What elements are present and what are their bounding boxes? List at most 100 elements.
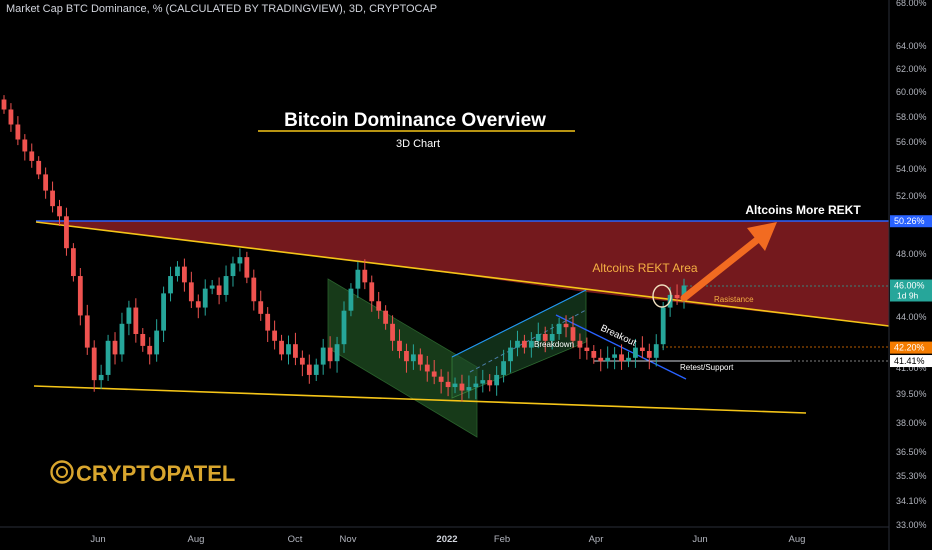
candle-body (626, 357, 631, 362)
candle-body (459, 383, 465, 391)
overlay-title: Bitcoin Dominance Overview (284, 110, 546, 131)
candle-body (660, 307, 666, 345)
y-tick-label: 64.00% (896, 41, 927, 51)
candle-body (563, 323, 569, 328)
price-axis[interactable]: 68.00% 64.00% 62.00% 60.00% 58.00% 56.00% 54.0… (896, 0, 927, 530)
logo-text: CRYPTOPATEL (76, 461, 235, 486)
candle-body (639, 347, 645, 351)
candle-body (369, 282, 375, 302)
candle-body (286, 344, 291, 355)
candle-body (494, 374, 500, 386)
x-tick-label: Oct (288, 534, 303, 545)
candle-body (216, 285, 222, 295)
candle-body (175, 266, 180, 277)
candle-body (1, 99, 7, 110)
y-tick-label: 60.00% (896, 87, 927, 97)
candle-body (140, 334, 146, 346)
candle-body (133, 307, 139, 334)
candle-body (480, 380, 486, 384)
candle-body (119, 323, 125, 355)
candle-body (223, 276, 229, 295)
candle-body (570, 327, 576, 341)
up-arrow-icon (680, 222, 777, 302)
candle-body (341, 310, 347, 345)
candle-body (43, 174, 49, 191)
candle-body (646, 351, 652, 358)
candle-body (299, 357, 305, 365)
candle-body (29, 151, 35, 161)
descending-channel (327, 278, 478, 438)
y-tick-label: 38.00% (896, 418, 927, 428)
candle-body (556, 323, 562, 334)
candle-body (64, 216, 69, 249)
y-tick-label: 36.50% (896, 447, 927, 457)
candle-body (251, 277, 257, 302)
y-tick-label: 41.00% (896, 363, 927, 373)
candle-body (487, 380, 493, 386)
candle-body (605, 357, 611, 362)
candle-body (195, 301, 201, 308)
support-trendline (33, 385, 807, 414)
candle-body (50, 190, 55, 207)
candle-body (244, 257, 250, 278)
logo-coin-icon (50, 460, 74, 484)
y-tick-label: 56.00% (896, 137, 927, 147)
price-badges: 50.26% 46.00%1d 9h 42.20% 41.41% (890, 215, 932, 368)
candle-body (515, 340, 520, 348)
annotation-retest-support: Retest/Support (680, 363, 734, 372)
candle-body (147, 345, 153, 355)
candle-body (320, 347, 326, 365)
candle-body (355, 269, 361, 289)
candle-body (452, 383, 458, 388)
price-badge-bg (890, 341, 932, 354)
ascending-channel-mid (469, 309, 587, 373)
candle-body (202, 288, 208, 308)
candle-body (598, 357, 604, 362)
candle-body (237, 257, 243, 264)
y-tick-label: 52.00% (896, 191, 927, 201)
x-tick-label: 2022 (436, 534, 457, 545)
y-tick-label: 68.00% (896, 0, 927, 8)
x-tick-label: Aug (188, 534, 205, 545)
candle-body (542, 334, 548, 341)
candle-body (105, 340, 111, 375)
candle-body (77, 276, 83, 316)
candle-body (15, 124, 21, 140)
candle-body (591, 351, 597, 358)
candle-body (168, 276, 173, 294)
candle-body (265, 313, 271, 331)
resistance-trendline (35, 221, 890, 327)
candle-body (70, 248, 76, 277)
x-tick-label: Feb (494, 534, 510, 545)
candle-body (306, 364, 312, 375)
candle-body (404, 351, 409, 362)
time-axis[interactable]: Jun Aug Oct Nov 2022 Feb Apr Jun Aug (90, 534, 805, 545)
candle-body (466, 387, 472, 391)
candle-body (508, 347, 513, 362)
y-tick-label: 33.00% (896, 520, 927, 530)
candle-body (98, 374, 104, 381)
candle-body (383, 310, 389, 324)
x-tick-label: Apr (589, 534, 604, 545)
x-tick-label: Jun (90, 534, 105, 545)
chart-header-title: Market Cap BTC Dominance, % (CALCULATED … (6, 3, 438, 15)
candle-body (126, 307, 132, 324)
candle-body (390, 323, 395, 341)
price-badge-bg (890, 355, 932, 368)
candle-body (154, 330, 160, 355)
candle-body (577, 340, 583, 348)
candle-body (22, 139, 28, 152)
candles-group (1, 95, 687, 402)
candle-body (619, 354, 624, 362)
candle-body (258, 301, 264, 314)
ascending-channel-blue-edge (451, 289, 587, 358)
annotation-altcoins-rekt-area: Altcoins REKT Area (592, 261, 697, 275)
candle-body (293, 344, 298, 358)
price-badge-value: 42.20% (894, 343, 925, 353)
y-tick-label: 48.00% (896, 249, 927, 259)
breakout-highlight-circle (652, 284, 672, 308)
annotation-altcoins-more-rekt: Altcoins More REKT (745, 203, 861, 217)
candle-body (633, 347, 638, 358)
candle-body (501, 361, 506, 375)
